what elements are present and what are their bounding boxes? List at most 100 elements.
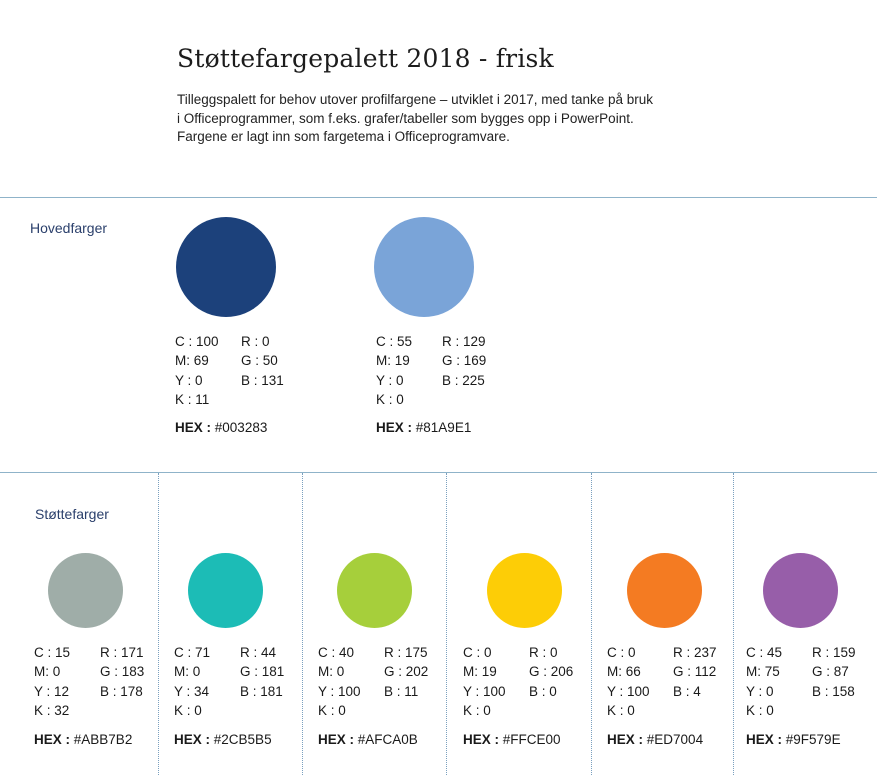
magenta-value: M: 19 <box>376 353 410 369</box>
rgb-values: R : 0 G : 50 B : 131 <box>241 332 284 390</box>
red-value: R : 159 <box>812 645 856 660</box>
page-title: Støttefargepalett 2018 - frisk <box>177 44 554 73</box>
section-divider <box>0 197 877 198</box>
main-colors-label: Hovedfarger <box>30 220 108 236</box>
cmyk-values: C : 71 M: 0 Y : 34 K : 0 <box>174 643 210 720</box>
blue-value: B : 178 <box>100 683 143 699</box>
green-value: G : 206 <box>529 664 574 680</box>
magenta-value: M: 75 <box>746 664 780 680</box>
support-colors-label: Støttefarger <box>35 506 109 522</box>
blue-value: B : 11 <box>384 683 419 699</box>
blue-value: B : 0 <box>529 683 557 699</box>
cyan-value: C : 0 <box>607 645 636 660</box>
rgb-values: R : 237 G : 112 B : 4 <box>673 643 717 701</box>
green-value: G : 50 <box>241 353 278 369</box>
hex-label: HEX : <box>746 732 783 747</box>
hex-value: #9F579E <box>785 732 841 747</box>
cmyk-values: C : 40 M: 0 Y : 100 K : 0 <box>318 643 361 720</box>
hex-label: HEX : <box>376 420 413 435</box>
key-value: K : 0 <box>376 391 404 407</box>
cyan-value: C : 55 <box>376 334 413 349</box>
hex-code: HEX : #ED7004 <box>607 732 703 747</box>
color-swatch-circle <box>337 553 412 628</box>
green-value: G : 87 <box>812 664 849 680</box>
color-swatch-circle <box>48 553 123 628</box>
green-value: G : 169 <box>442 353 487 369</box>
yellow-value: Y : 12 <box>34 683 70 699</box>
magenta-value: M: 0 <box>34 664 61 680</box>
blue-value: B : 181 <box>240 683 283 699</box>
magenta-value: M: 0 <box>318 664 345 680</box>
hex-value: #ABB7B2 <box>73 732 133 747</box>
hex-label: HEX : <box>607 732 644 747</box>
key-value: K : 0 <box>174 702 202 718</box>
key-value: K : 0 <box>607 702 635 718</box>
section-divider <box>0 472 877 473</box>
hex-code: HEX : #AFCA0B <box>318 732 418 747</box>
cmyk-values: C : 0 M: 66 Y : 100 K : 0 <box>607 643 650 720</box>
column-divider <box>302 473 303 775</box>
intro-line: Tilleggspalett for behov utover profilfa… <box>177 92 654 107</box>
hex-code: HEX : #003283 <box>175 420 267 435</box>
blue-value: B : 225 <box>442 372 485 388</box>
cyan-value: C : 100 <box>175 334 219 349</box>
yellow-value: Y : 0 <box>376 372 404 388</box>
hex-value: #003283 <box>214 420 268 435</box>
column-divider <box>158 473 159 775</box>
rgb-values: R : 171 G : 183 B : 178 <box>100 643 144 701</box>
color-swatch-circle <box>176 217 276 317</box>
red-value: R : 0 <box>529 645 558 660</box>
red-value: R : 237 <box>673 645 717 660</box>
yellow-value: Y : 0 <box>746 683 774 699</box>
hex-label: HEX : <box>34 732 71 747</box>
color-swatch-circle <box>627 553 702 628</box>
yellow-value: Y : 34 <box>174 683 210 699</box>
key-value: K : 0 <box>318 702 346 718</box>
magenta-value: M: 0 <box>174 664 201 680</box>
hex-code: HEX : #2CB5B5 <box>174 732 272 747</box>
color-swatch-circle <box>374 217 474 317</box>
yellow-value: Y : 100 <box>463 683 506 699</box>
blue-value: B : 158 <box>812 683 855 699</box>
magenta-value: M: 19 <box>463 664 497 680</box>
key-value: K : 0 <box>746 702 774 718</box>
cyan-value: C : 0 <box>463 645 492 660</box>
column-divider <box>591 473 592 775</box>
intro-text: Tilleggspalett for behov utover profilfa… <box>177 91 697 147</box>
green-value: G : 181 <box>240 664 285 680</box>
cmyk-values: C : 0 M: 19 Y : 100 K : 0 <box>463 643 506 720</box>
cmyk-values: C : 45 M: 75 Y : 0 K : 0 <box>746 643 782 720</box>
column-divider <box>733 473 734 775</box>
color-swatch-circle <box>763 553 838 628</box>
hex-label: HEX : <box>174 732 211 747</box>
hex-code: HEX : #81A9E1 <box>376 420 471 435</box>
magenta-value: M: 69 <box>175 353 209 369</box>
yellow-value: Y : 0 <box>175 372 203 388</box>
key-value: K : 0 <box>463 702 491 718</box>
hex-value: #ED7004 <box>646 732 704 747</box>
cyan-value: C : 40 <box>318 645 355 660</box>
color-swatch-circle <box>487 553 562 628</box>
blue-value: B : 4 <box>673 683 701 699</box>
yellow-value: Y : 100 <box>607 683 650 699</box>
green-value: G : 112 <box>673 664 717 680</box>
hex-code: HEX : #9F579E <box>746 732 841 747</box>
column-divider <box>446 473 447 775</box>
green-value: G : 202 <box>384 664 429 680</box>
red-value: R : 0 <box>241 334 270 349</box>
hex-code: HEX : #FFCE00 <box>463 732 561 747</box>
cyan-value: C : 15 <box>34 645 71 660</box>
hex-label: HEX : <box>175 420 212 435</box>
red-value: R : 175 <box>384 645 428 660</box>
red-value: R : 44 <box>240 645 277 660</box>
color-swatch-circle <box>188 553 263 628</box>
intro-line: Fargene er lagt inn som fargetema i Offi… <box>177 129 510 144</box>
rgb-values: R : 175 G : 202 B : 11 <box>384 643 428 701</box>
hex-value: #81A9E1 <box>415 420 472 435</box>
cyan-value: C : 71 <box>174 645 211 660</box>
yellow-value: Y : 100 <box>318 683 361 699</box>
cmyk-values: C : 100 M: 69 Y : 0 K : 11 <box>175 332 219 409</box>
hex-value: #2CB5B5 <box>213 732 272 747</box>
intro-line: i Officeprogrammer, som f.eks. grafer/ta… <box>177 110 634 126</box>
rgb-values: R : 159 G : 87 B : 158 <box>812 643 856 701</box>
